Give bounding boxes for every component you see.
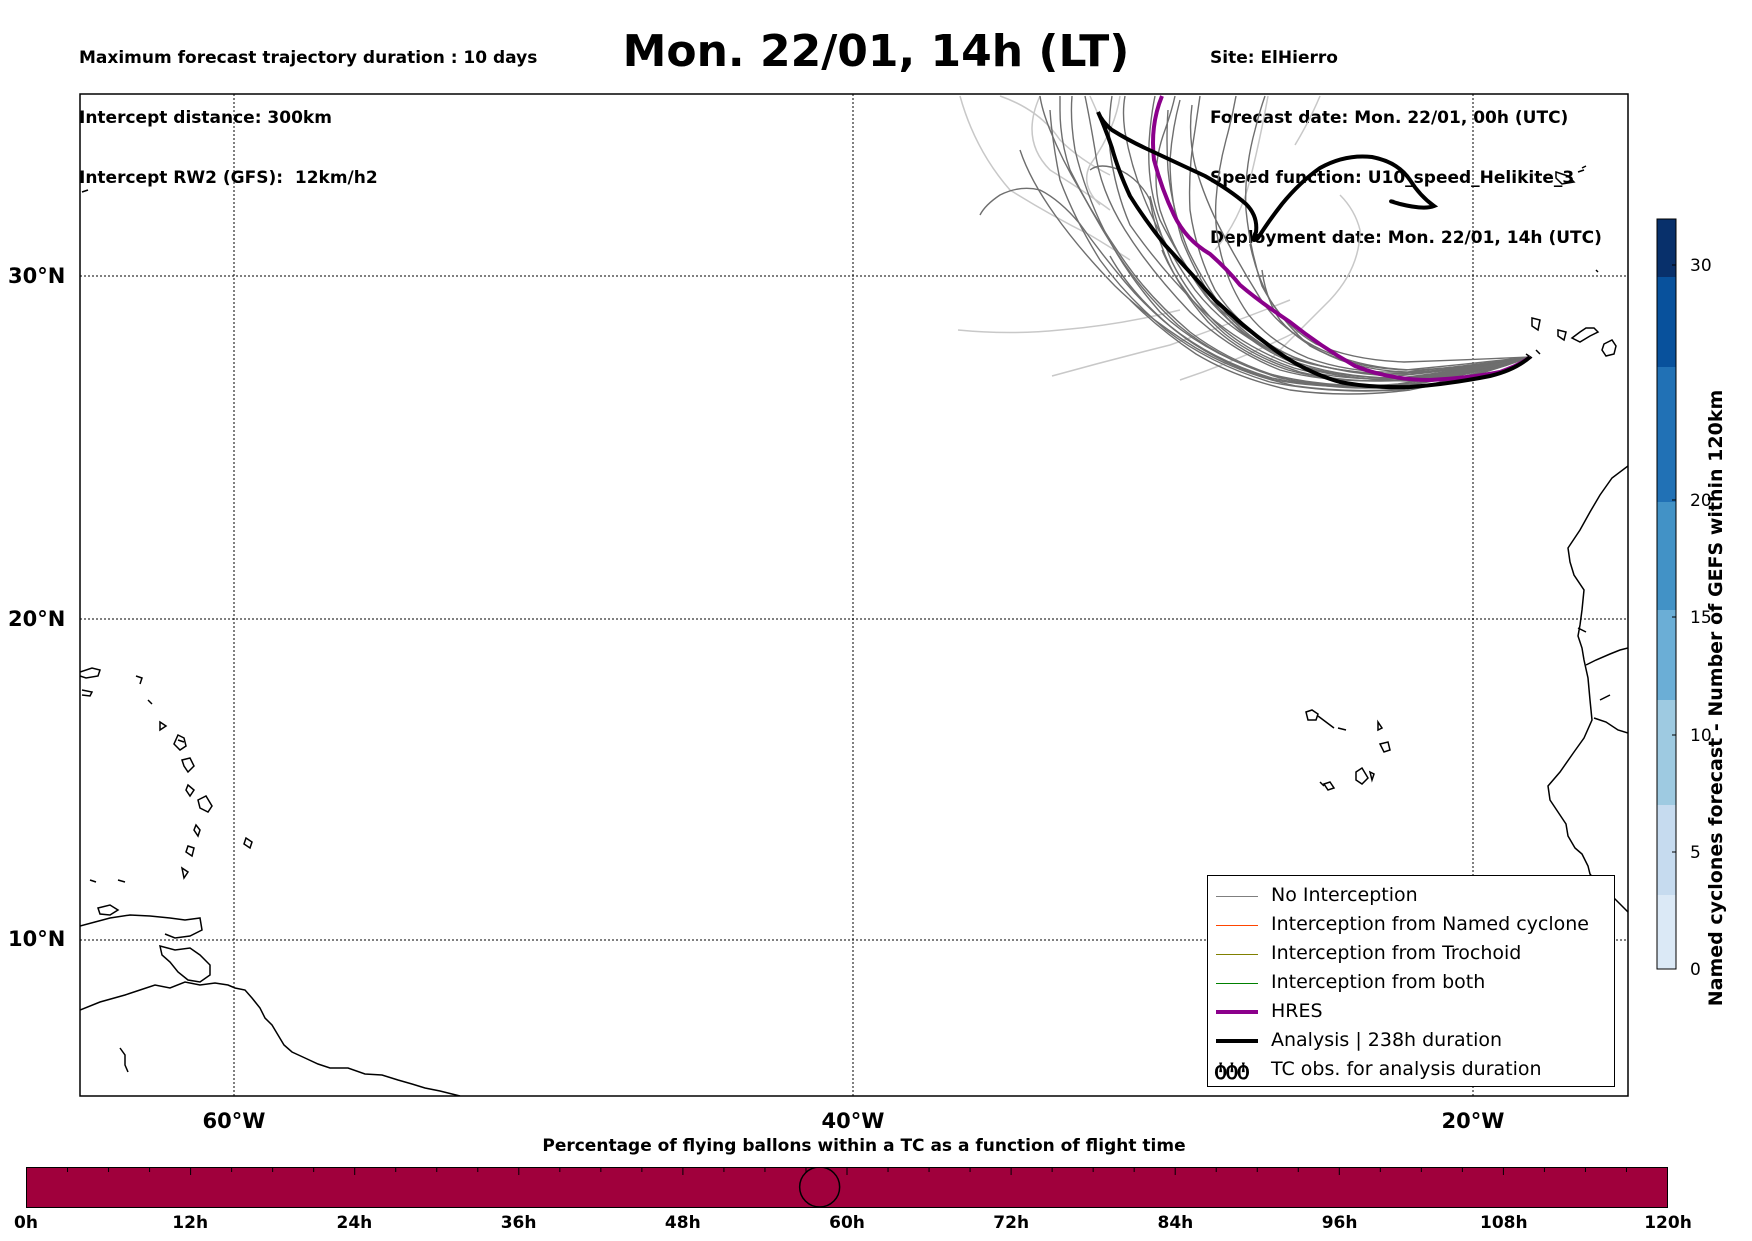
info-left: Maximum forecast trajectory duration : 1… (79, 8, 537, 208)
legend-swatch-both (1216, 983, 1258, 984)
info-intercept-distance: Intercept distance: 300km (79, 108, 332, 128)
colorbar-tick-0: 0 (1690, 960, 1701, 980)
colorbar-tick-20: 20 (1690, 491, 1712, 511)
timeline-title: Percentage of flying ballons within a TC… (542, 1136, 1186, 1156)
legend-label-tc-obs: TC obs. for analysis duration (1271, 1058, 1542, 1080)
legend-swatch-named-cyclone (1216, 925, 1258, 926)
info-max-duration: Maximum forecast trajectory duration : 1… (79, 48, 538, 68)
colorbar-title: Named cyclones forecast - Number of GEFS… (1705, 389, 1727, 1007)
lat-label-10n: 10°N (8, 927, 66, 951)
info-right: Site: ElHierro Forecast date: Mon. 22/01… (1210, 8, 1602, 268)
timeline-label-60h: 60h (829, 1213, 865, 1233)
legend-item-hres: HRES (1208, 998, 1614, 1027)
info-site: Site: ElHierro (1210, 48, 1338, 68)
legend-label-hres: HRES (1271, 1000, 1323, 1022)
timeline-label-24h: 24h (336, 1213, 373, 1233)
lon-label-60w: 60°W (202, 1109, 266, 1133)
colorbar-tick-30: 30 (1690, 256, 1712, 276)
analysis-trajectory (1096, 111, 1532, 390)
page-title: Mon. 22/01, 14h (LT) (622, 26, 1130, 77)
coastline-africa (1547, 465, 1628, 913)
legend-item-both: Interception from both (1208, 969, 1614, 998)
timeline-label-12h: 12h (172, 1213, 209, 1233)
legend-label-trochoid: Interception from Trochoid (1271, 942, 1522, 964)
tc-symbol-icon: ტტტ (1214, 1058, 1250, 1080)
legend-label-named-cyclone: Interception from Named cyclone (1271, 913, 1589, 935)
lat-label-30n: 30°N (8, 264, 66, 288)
coastline-americas (80, 189, 461, 1096)
info-deployment-date: Deployment date: Mon. 22/01, 14h (UTC) (1210, 228, 1602, 248)
timeline-marker (798, 1167, 841, 1208)
legend-swatch-hres (1216, 1010, 1258, 1014)
colorbar-tick-10: 10 (1690, 726, 1712, 746)
lon-label-40w: 40°W (821, 1109, 885, 1133)
legend-label-analysis: Analysis | 238h duration (1271, 1029, 1503, 1051)
legend-swatch-trochoid (1216, 954, 1258, 955)
legend-item-no-interception: No Interception (1208, 882, 1614, 911)
colorbar-tick-15: 15 (1690, 608, 1712, 628)
timeline-label-120h: 120h (1644, 1213, 1692, 1233)
timeline-label-72h: 72h (993, 1213, 1030, 1233)
timeline-ticks (26, 1167, 1668, 1175)
islands (1305, 165, 1617, 791)
info-intercept-rw2: Intercept RW2 (GFS): 12km/h2 (79, 168, 378, 188)
timeline-label-48h: 48h (664, 1213, 701, 1233)
legend-item-analysis: Analysis | 238h duration (1208, 1027, 1614, 1056)
timeline-label-96h: 96h (1321, 1213, 1358, 1233)
hres-trajectory (1151, 95, 1532, 383)
colorbar-tick-5: 5 (1690, 843, 1701, 863)
lat-label-20n: 20°N (8, 607, 66, 631)
ensemble-trajectories (979, 95, 1531, 395)
legend: No Interception Interception from Named … (1207, 875, 1615, 1087)
legend-swatch-no-interception (1216, 896, 1258, 897)
legend-item-trochoid: Interception from Trochoid (1208, 940, 1614, 969)
info-speed-function: Speed function: U10_speed_Helikite_3 (1210, 168, 1575, 188)
faint-trajectories (957, 95, 1361, 381)
lon-label-20w: 20°W (1441, 1109, 1505, 1133)
legend-label-both: Interception from both (1271, 971, 1486, 993)
colorbar (1656, 218, 1677, 970)
timeline-label-36h: 36h (500, 1213, 537, 1233)
timeline-label-108h: 108h (1480, 1213, 1528, 1233)
legend-swatch-analysis (1216, 1039, 1258, 1043)
legend-item-named-cyclone: Interception from Named cyclone (1208, 911, 1614, 940)
timeline-label-84h: 84h (1157, 1213, 1194, 1233)
map-frame (79, 93, 1629, 1097)
timeline-bar (26, 1167, 1668, 1208)
legend-label-no-interception: No Interception (1271, 884, 1418, 906)
legend-item-tc-obs: ტტტ TC obs. for analysis duration (1208, 1056, 1614, 1085)
timeline-label-0h: 0h (14, 1213, 38, 1233)
